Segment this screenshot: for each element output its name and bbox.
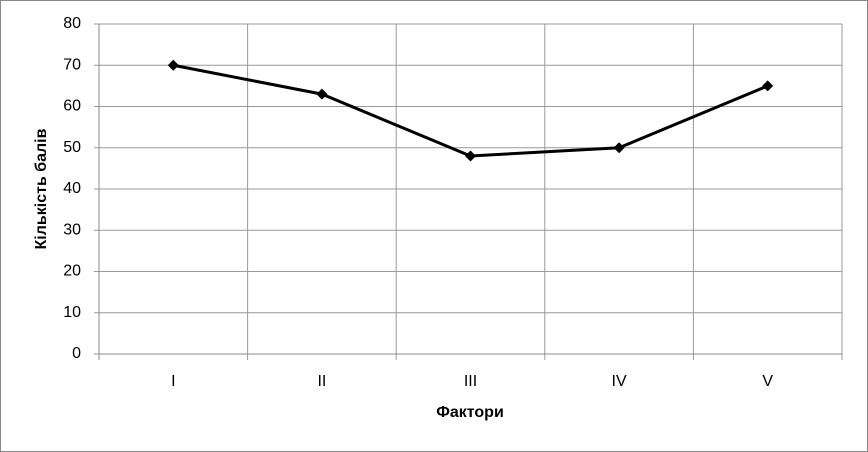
y-tick-label: 80 — [63, 15, 81, 32]
x-axis-label: Фактори — [436, 404, 504, 421]
y-tick-label: 70 — [63, 56, 81, 73]
y-tick-label: 60 — [63, 98, 81, 115]
marker — [762, 80, 774, 92]
y-tick-label: 10 — [63, 304, 81, 321]
x-tick-label: I — [171, 373, 175, 390]
marker — [316, 88, 328, 100]
marker — [167, 59, 179, 71]
x-tick-label: II — [317, 373, 326, 390]
y-axis-label: Кількість балів — [33, 128, 50, 249]
y-tick-label: 40 — [63, 180, 81, 197]
y-tick-label: 50 — [63, 139, 81, 156]
y-tick-label: 30 — [63, 221, 81, 238]
x-tick-label: III — [464, 373, 477, 390]
y-tick-label: 0 — [72, 345, 81, 362]
x-tick-label: IV — [612, 373, 627, 390]
marker — [613, 142, 625, 154]
marker — [465, 150, 476, 162]
x-tick-label: V — [762, 373, 773, 390]
y-tick-label: 20 — [63, 263, 81, 280]
